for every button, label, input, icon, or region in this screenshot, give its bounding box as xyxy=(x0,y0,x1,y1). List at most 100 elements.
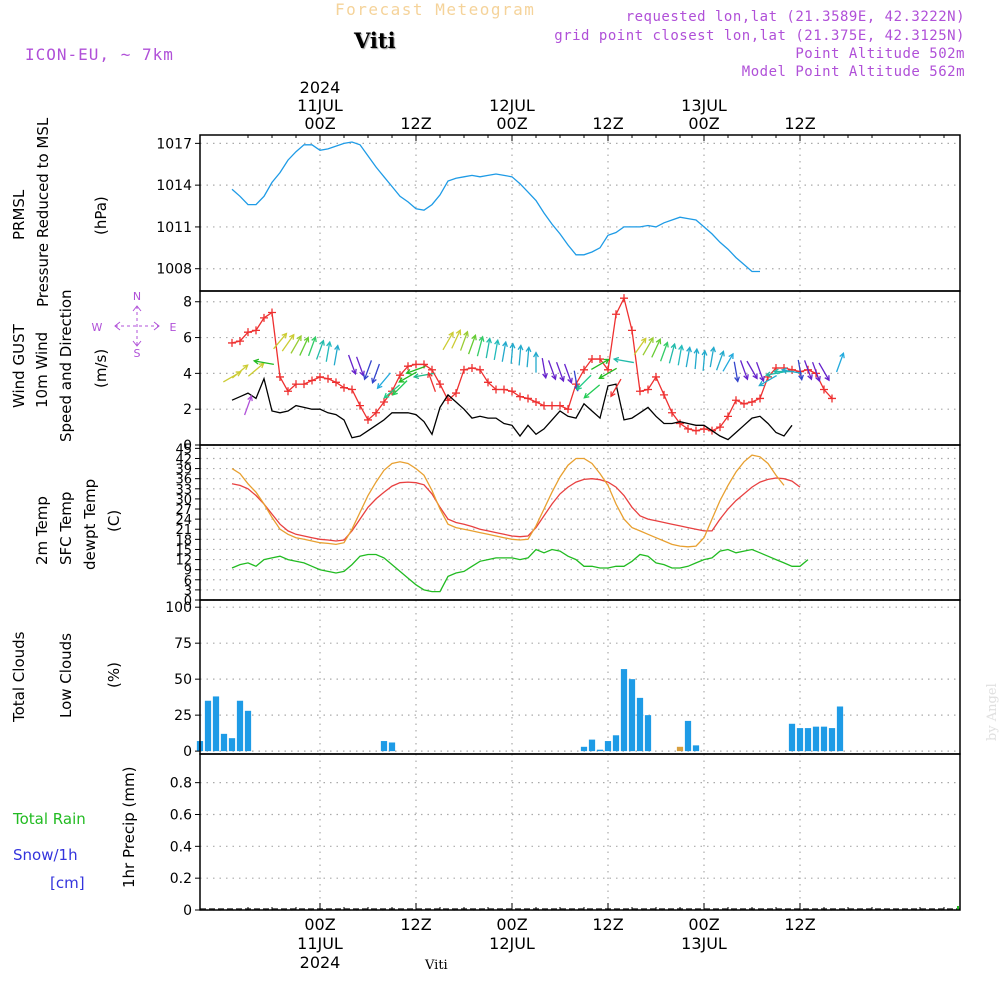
wind-arrow xyxy=(325,340,332,362)
wind-arrow-shaft xyxy=(709,347,715,368)
wind-arrow-shaft xyxy=(541,358,547,378)
wind-arrow xyxy=(451,329,462,349)
tsfc-series-line xyxy=(231,454,785,548)
gust-point-marker xyxy=(484,378,492,387)
time-label-top: 11JUL xyxy=(297,96,343,115)
gust-point-marker xyxy=(500,385,508,394)
total-cloud-bar xyxy=(244,710,252,752)
gust-point-marker xyxy=(636,387,644,396)
total-cloud-bar xyxy=(380,741,388,752)
wind-arrow-head xyxy=(398,377,405,383)
wind-arrow-head xyxy=(391,389,398,396)
wind-arrow-head xyxy=(780,367,788,374)
gust-point-marker xyxy=(692,426,700,435)
wind-arrow-head xyxy=(648,336,654,343)
gust-point-marker xyxy=(540,401,548,410)
y-tick-label: 18 xyxy=(175,533,192,548)
gust-point-marker xyxy=(428,365,436,374)
gust-point-marker xyxy=(356,401,364,410)
time-label-top: 12Z xyxy=(784,114,815,133)
wind-arrow-head xyxy=(815,375,821,383)
compass-south: S xyxy=(134,347,141,360)
wind-arrow-head xyxy=(764,371,772,378)
wind-arrow-shaft xyxy=(563,363,573,383)
wind-arrow xyxy=(811,361,821,383)
gust-point-marker xyxy=(756,394,764,403)
wind-arrow-head xyxy=(734,376,740,383)
wind-arrow xyxy=(780,367,802,374)
wind-arrow xyxy=(547,360,557,381)
y-tick-label: 0.4 xyxy=(170,839,192,855)
wind-arrow-head xyxy=(247,394,253,402)
time-label-bottom: 11JUL xyxy=(297,934,343,953)
total-cloud-bar xyxy=(812,726,820,752)
gust-point-marker xyxy=(580,365,588,374)
wind-arrow xyxy=(247,362,265,377)
wind-arrow-shaft xyxy=(746,360,758,379)
y-tick-label: 75 xyxy=(174,636,192,652)
snow-label: Snow/1h xyxy=(13,846,78,864)
gust-point-marker xyxy=(724,412,732,421)
time-label-top: 2024 xyxy=(300,78,341,97)
wind-arrow-head xyxy=(583,392,590,399)
wind-arrow-head xyxy=(663,341,669,348)
wind-arrow-shaft xyxy=(642,337,654,356)
total-cloud-bar xyxy=(204,700,212,752)
wind-arrow xyxy=(509,342,516,364)
wind-arrow-head xyxy=(517,344,524,351)
wind-arrow xyxy=(459,330,469,351)
wind-arrow xyxy=(563,363,573,385)
wind-arrow-head xyxy=(551,374,557,381)
y-tick-label: 12 xyxy=(175,554,192,569)
wind-arrow xyxy=(363,360,373,381)
wind-arrow-head xyxy=(686,346,692,353)
gust-point-marker xyxy=(612,310,620,319)
wind-panel-frame xyxy=(199,290,961,446)
total-cloud-bar xyxy=(212,696,220,752)
wind-arrow-shaft xyxy=(363,360,373,380)
wind-arrow xyxy=(273,332,288,350)
gust-point-marker xyxy=(748,398,756,407)
y-tick-label: 6 xyxy=(183,331,192,347)
total-cloud-bar xyxy=(620,669,628,752)
wind-arrow-shaft xyxy=(273,333,287,350)
t2m-series-line xyxy=(231,477,801,542)
wind-arrow xyxy=(541,358,548,380)
wind-arrow-shaft xyxy=(614,358,634,364)
time-label-top: 12JUL xyxy=(489,96,535,115)
wind-arrow xyxy=(575,374,592,391)
wind-arrow-head xyxy=(759,375,765,383)
wind-arrow-shaft xyxy=(547,360,557,380)
wind-arrow-shaft xyxy=(383,384,401,399)
wind-arrow-shaft xyxy=(325,341,331,362)
y-tick-label: 15 xyxy=(175,543,192,558)
wind-arrow-head xyxy=(772,368,779,375)
data-layer xyxy=(197,142,960,910)
td-series-line xyxy=(231,548,809,593)
wind-arrow-head xyxy=(242,364,249,371)
gust-point-marker xyxy=(284,387,292,396)
wind-arrow-shaft xyxy=(247,362,265,377)
wind-arrow-head xyxy=(376,383,383,390)
wind-arrow-head xyxy=(319,339,325,346)
wind-arrow-shaft xyxy=(307,336,317,357)
total-cloud-bar xyxy=(684,720,692,752)
grid-lines xyxy=(200,135,960,911)
wind-arrow-head xyxy=(610,391,616,398)
gust-point-marker xyxy=(596,355,604,364)
gust-point-marker xyxy=(652,372,660,381)
compass-rose: N S W E xyxy=(92,290,177,360)
time-label-top: 00Z xyxy=(496,114,527,133)
wind-arrow-shaft xyxy=(392,380,408,396)
compass-cross xyxy=(115,306,159,346)
wind-arrow-shaft xyxy=(333,345,339,366)
total-cloud-bar xyxy=(604,741,612,752)
compass-north: N xyxy=(133,290,141,303)
y-tick-label: 0 xyxy=(183,903,192,919)
wind-arrow xyxy=(476,335,485,357)
wind-arrow xyxy=(701,349,708,371)
wind-arrow-head xyxy=(640,337,647,344)
wind-arrow-head xyxy=(758,380,765,387)
wind-arrow-shaft xyxy=(510,343,514,364)
gust-point-marker xyxy=(236,337,244,346)
